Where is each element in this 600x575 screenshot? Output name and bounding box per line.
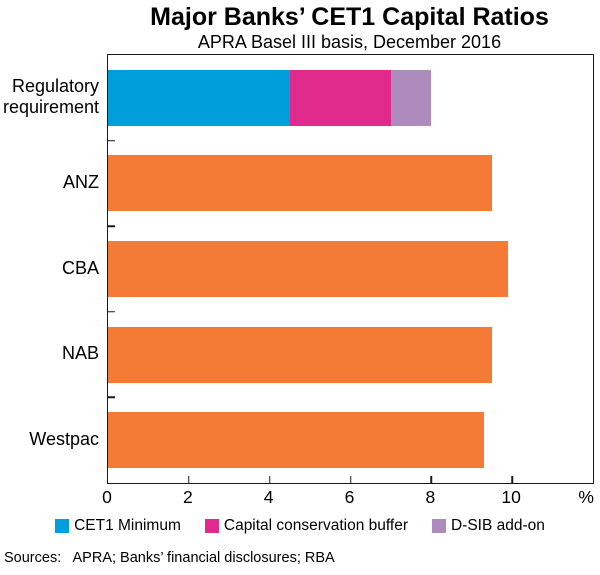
- chart-subtitle: APRA Basel III basis, December 2016: [197, 32, 502, 52]
- segment-d-sib-add-on: [390, 69, 432, 126]
- bar-cba: [108, 241, 593, 297]
- y-axis-category-labels: Regulatory requirement ANZ CBA NAB Westpac: [0, 54, 102, 482]
- bar-westpac: [108, 412, 593, 469]
- category-label: ANZ: [63, 172, 99, 193]
- legend-swatch-icon: [431, 519, 446, 533]
- legend-item-capital-conservation-buffer: Capital conservation buffer: [204, 517, 408, 535]
- y-axis-tick: [108, 139, 115, 142]
- legend-swatch-icon: [204, 519, 219, 533]
- category-label: CBA: [61, 257, 99, 278]
- category-label: Regulatory requirement: [2, 76, 99, 117]
- y-axis-tick: [108, 396, 115, 399]
- x-axis-unit-label: %: [578, 487, 594, 507]
- x-tick-label: 4: [263, 487, 274, 507]
- x-tick-label: 0: [102, 487, 112, 507]
- segment-bank-cet1-capital-ratio: [108, 412, 484, 469]
- x-tick-label: 6: [344, 487, 355, 507]
- x-tick-label: 8: [425, 487, 436, 507]
- chart-title: Major Banks’ CET1 Capital Ratios: [150, 3, 549, 31]
- x-tick-label: 2: [182, 487, 193, 507]
- segment-bank-cet1-capital-ratio: [108, 326, 492, 383]
- legend-label: CET1 Minimum: [74, 517, 181, 534]
- segment-cet1-minimum: [108, 69, 290, 126]
- y-axis-tick: [108, 225, 115, 227]
- x-axis-tick: [349, 476, 352, 483]
- x-axis-tick: [268, 476, 271, 483]
- plot-area: [107, 54, 594, 484]
- legend-label: Capital conservation buffer: [223, 517, 408, 534]
- legend-item-cet1-minimum: CET1 Minimum: [55, 517, 181, 535]
- x-axis-tick: [188, 476, 190, 483]
- category-label: Westpac: [29, 428, 99, 449]
- bar-regulatory-requirement: [108, 69, 593, 126]
- x-axis-tick: [511, 476, 513, 483]
- legend-label: D-SIB add-on: [450, 517, 545, 534]
- legend-item-d-sib-add-on: D-SIB add-on: [431, 517, 545, 535]
- x-tick-label: 10: [501, 487, 521, 507]
- legend: CET1 Minimum Capital conservation buffer D…: [0, 517, 600, 535]
- segment-capital-conservation-buffer: [289, 69, 391, 126]
- x-axis-tick-labels: 0 2 4 6 8 10%: [102, 487, 594, 509]
- x-axis-tick: [430, 476, 433, 483]
- segment-bank-cet1-capital-ratio: [108, 241, 509, 297]
- bar-anz: [108, 155, 593, 212]
- sources-note: Sources: APRA; Banks’ financial disclosu…: [4, 550, 335, 566]
- legend-swatch-icon: [55, 519, 70, 533]
- segment-bank-cet1-capital-ratio: [108, 155, 492, 212]
- bar-nab: [108, 326, 593, 383]
- category-label: NAB: [61, 343, 99, 364]
- y-axis-tick: [108, 311, 115, 313]
